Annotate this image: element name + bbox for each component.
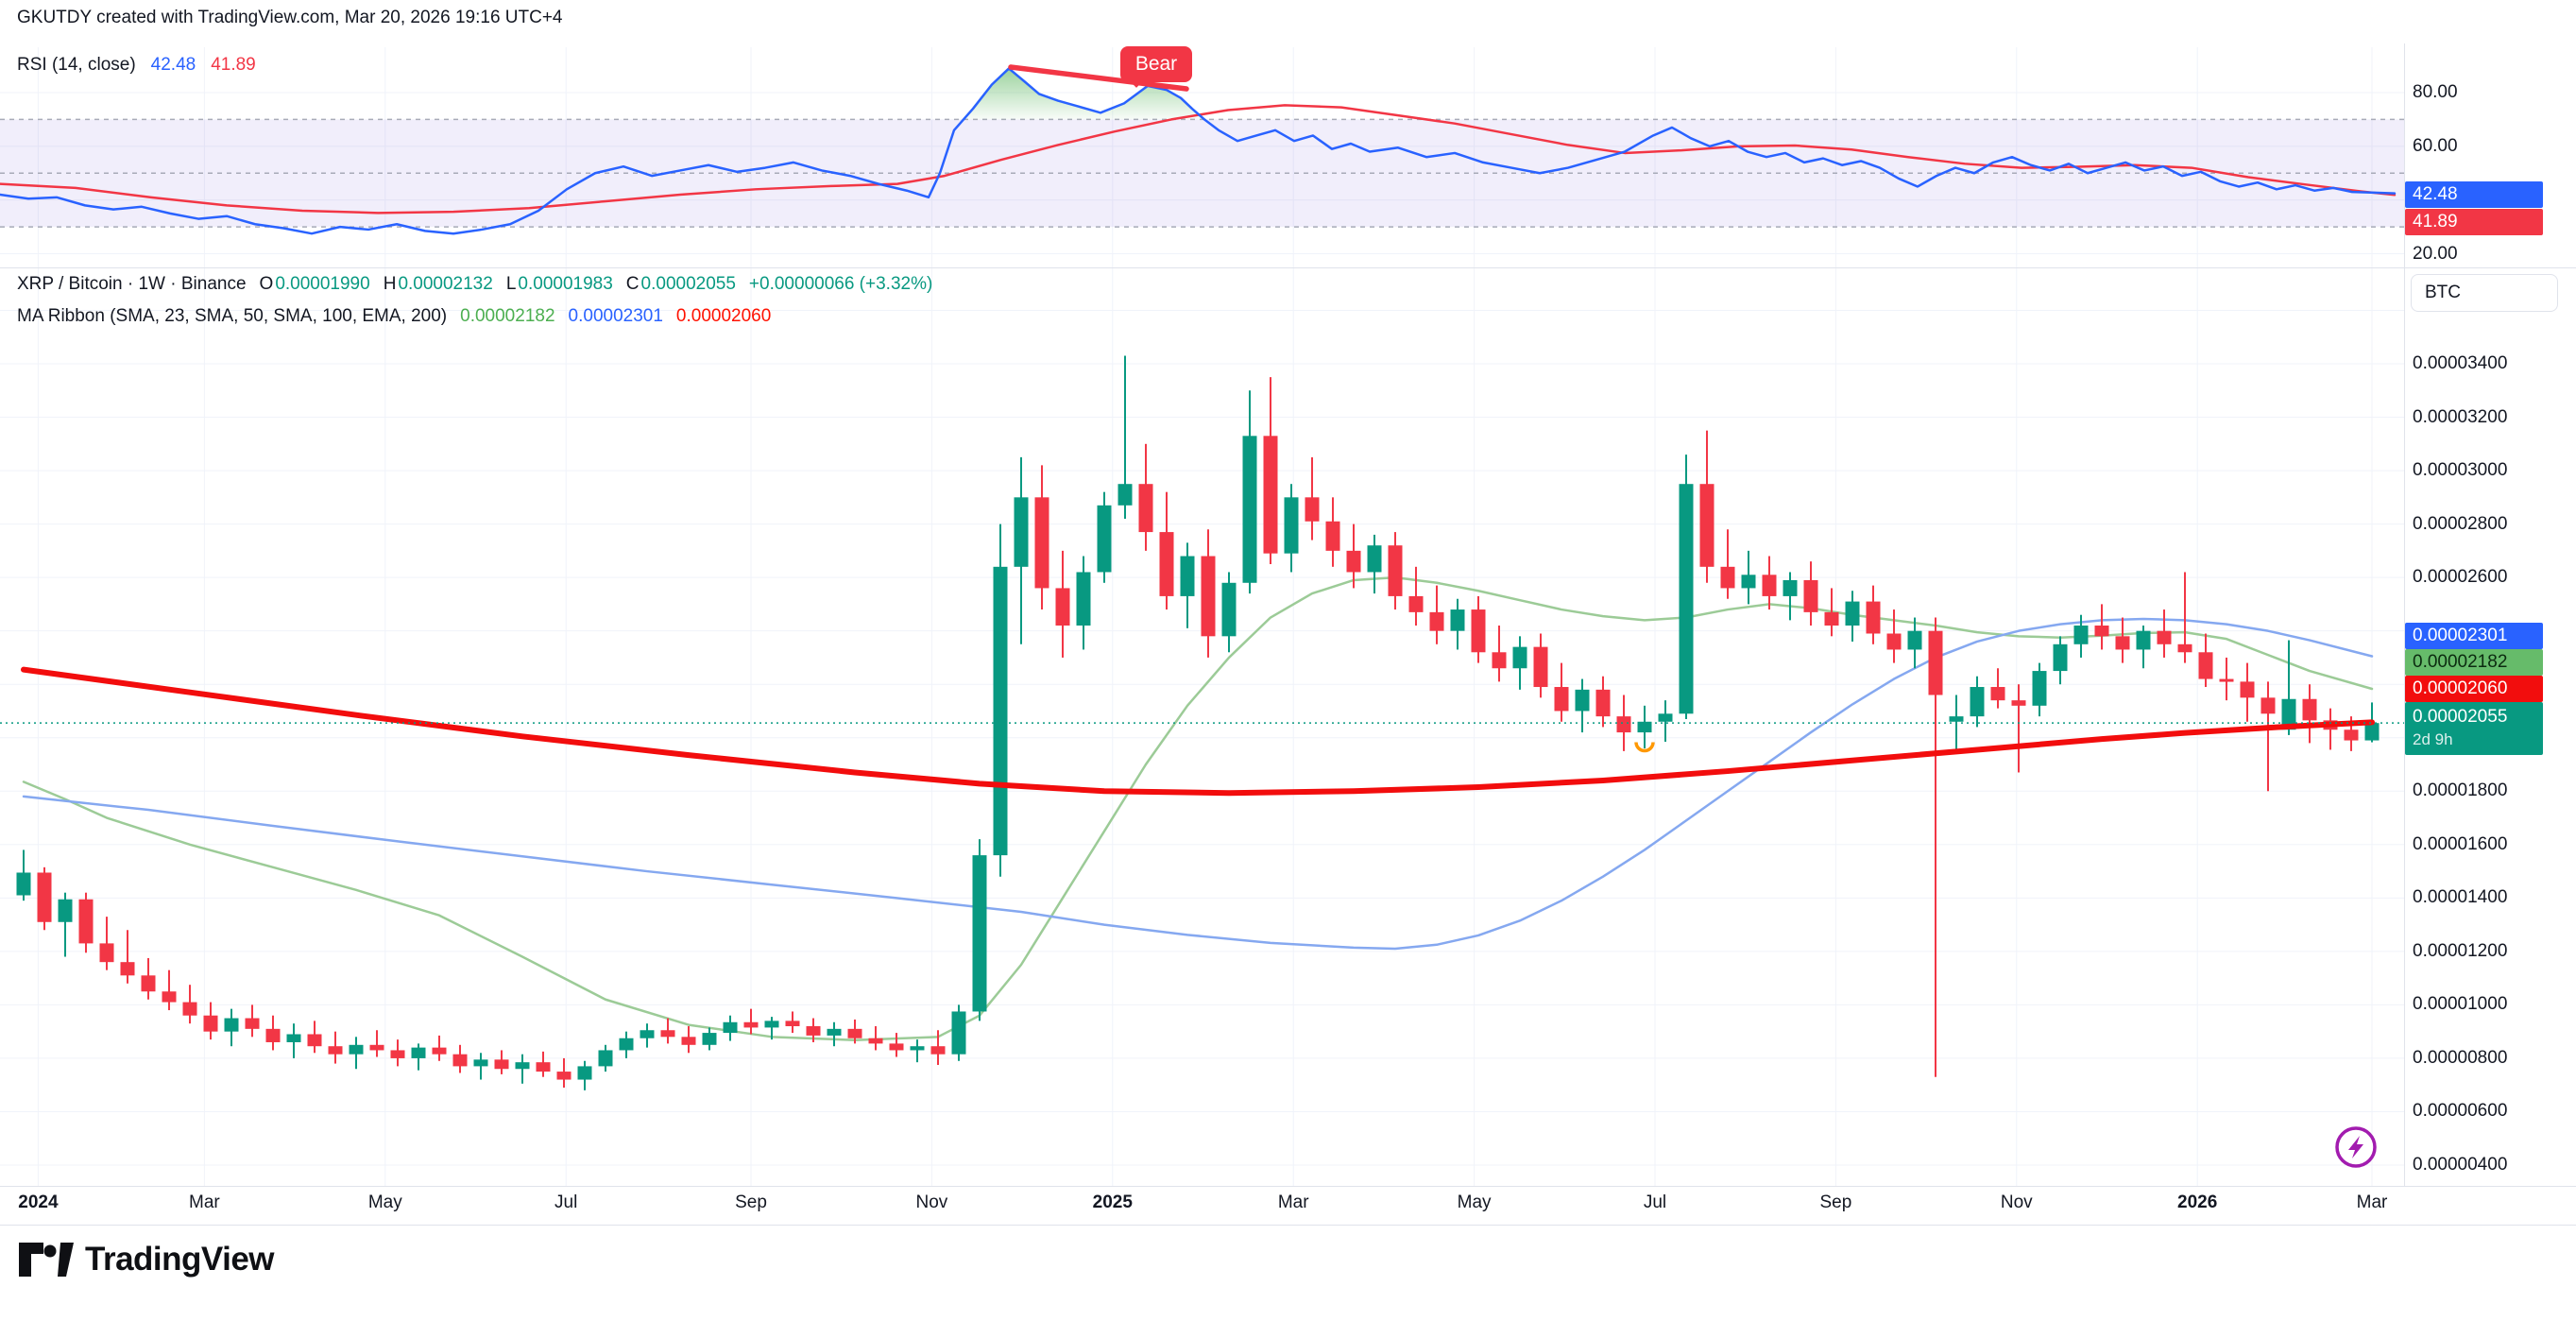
tradingview-logo-text: TradingView	[85, 1241, 275, 1278]
price-axis-label: 0.00001800	[2413, 781, 2508, 801]
price-axis-label: 0.00001000	[2413, 994, 2508, 1015]
time-axis-label: Jul	[554, 1192, 578, 1212]
rsi-axis-label: 80.00	[2413, 82, 2458, 102]
time-axis-label: Nov	[915, 1192, 948, 1212]
rsi-axis-label: 20.00	[2413, 243, 2458, 264]
pane-separator[interactable]	[0, 267, 2576, 268]
time-axis-label: Nov	[2000, 1192, 2033, 1212]
price-axis-label: 0.00003000	[2413, 460, 2508, 481]
ma-sma100-value: 0.00002301	[568, 306, 663, 326]
page-title: GKUTDY created with TradingView.com, Mar…	[17, 8, 563, 27]
price-axis-label: 0.00001600	[2413, 833, 2508, 854]
tradingview-logo[interactable]: TradingView	[19, 1240, 275, 1279]
price-axis-label: 0.00000800	[2413, 1047, 2508, 1068]
price-axis-label: 0.00001200	[2413, 940, 2508, 961]
time-axis-border	[0, 1186, 2576, 1187]
rsi-legend[interactable]: RSI (14, close) 42.48 41.89	[17, 55, 256, 76]
ma-ema200-value: 0.00002060	[675, 306, 772, 326]
open-label: O	[259, 274, 274, 294]
time-axis-label: 2025	[1092, 1192, 1133, 1212]
close-value: 0.00002055	[640, 274, 736, 294]
price-axis-label: 0.00000600	[2413, 1101, 2508, 1122]
high-label: H	[383, 274, 397, 294]
last-price-badge: 0.00002060	[2405, 676, 2543, 702]
change-value: +0.00000066 (+3.32%)	[748, 274, 933, 294]
time-axis-label: May	[1457, 1192, 1492, 1212]
rsi-price-badge: 42.48	[2405, 181, 2543, 208]
time-axis-label: Sep	[735, 1192, 767, 1212]
time-axis-label: May	[367, 1192, 402, 1212]
ma-ribbon-legend[interactable]: MA Ribbon (SMA, 23, SMA, 50, SMA, 100, E…	[17, 306, 771, 327]
lightning-icon[interactable]	[2348, 1136, 2363, 1158]
time-axis-label: Jul	[1643, 1192, 1667, 1212]
price-axis-label: 0.00002600	[2413, 567, 2508, 588]
rsi-legend-label: RSI (14, close)	[17, 55, 136, 75]
time-axis-label: Mar	[189, 1192, 220, 1212]
symbol-legend[interactable]: XRP / Bitcoin · 1W · Binance O 0.00001990…	[17, 274, 932, 295]
currency-unit-button[interactable]: BTC	[2411, 274, 2558, 312]
price-scale-border	[2404, 43, 2405, 1186]
open-value: 0.00001990	[275, 274, 370, 294]
price-axis-label: 0.00003400	[2413, 353, 2508, 373]
price-axis-label: 0.00003200	[2413, 406, 2508, 427]
low-value: 0.00001983	[518, 274, 613, 294]
price-axis-label: 0.00002800	[2413, 513, 2508, 534]
time-axis-label: Mar	[2356, 1192, 2388, 1212]
footer-border	[0, 1225, 2576, 1226]
rsi-axis-label: 60.00	[2413, 135, 2458, 156]
price-axis-label: 0.00001400	[2413, 887, 2508, 908]
last-price-badge: 0.00002182	[2405, 649, 2543, 676]
price-axis-label: 0.00000400	[2413, 1155, 2508, 1175]
time-axis-label: Sep	[1819, 1192, 1852, 1212]
last-price-badge: 0.00002301	[2405, 623, 2543, 649]
ma-ribbon-label: MA Ribbon (SMA, 23, SMA, 50, SMA, 100, E…	[17, 306, 448, 326]
last-price-badge: 0.00002055 2d 9h	[2405, 702, 2543, 755]
bear-annotation-label[interactable]: Bear	[1120, 46, 1192, 82]
time-axis-label: 2024	[18, 1192, 59, 1212]
ma-sma23-value: 0.00002182	[460, 306, 555, 326]
symbol-title: XRP / Bitcoin · 1W · Binance	[17, 274, 247, 294]
rsi-price-badge: 41.89	[2405, 209, 2543, 235]
time-axis-label: 2026	[2177, 1192, 2218, 1212]
rsi-value-main: 42.48	[150, 55, 196, 75]
rsi-value-signal: 41.89	[211, 55, 256, 75]
tradingview-logo-mark	[19, 1243, 74, 1277]
time-axis-label: Mar	[1277, 1192, 1309, 1212]
high-value: 0.00002132	[398, 274, 493, 294]
close-label: C	[625, 274, 640, 294]
low-label: L	[505, 274, 517, 294]
